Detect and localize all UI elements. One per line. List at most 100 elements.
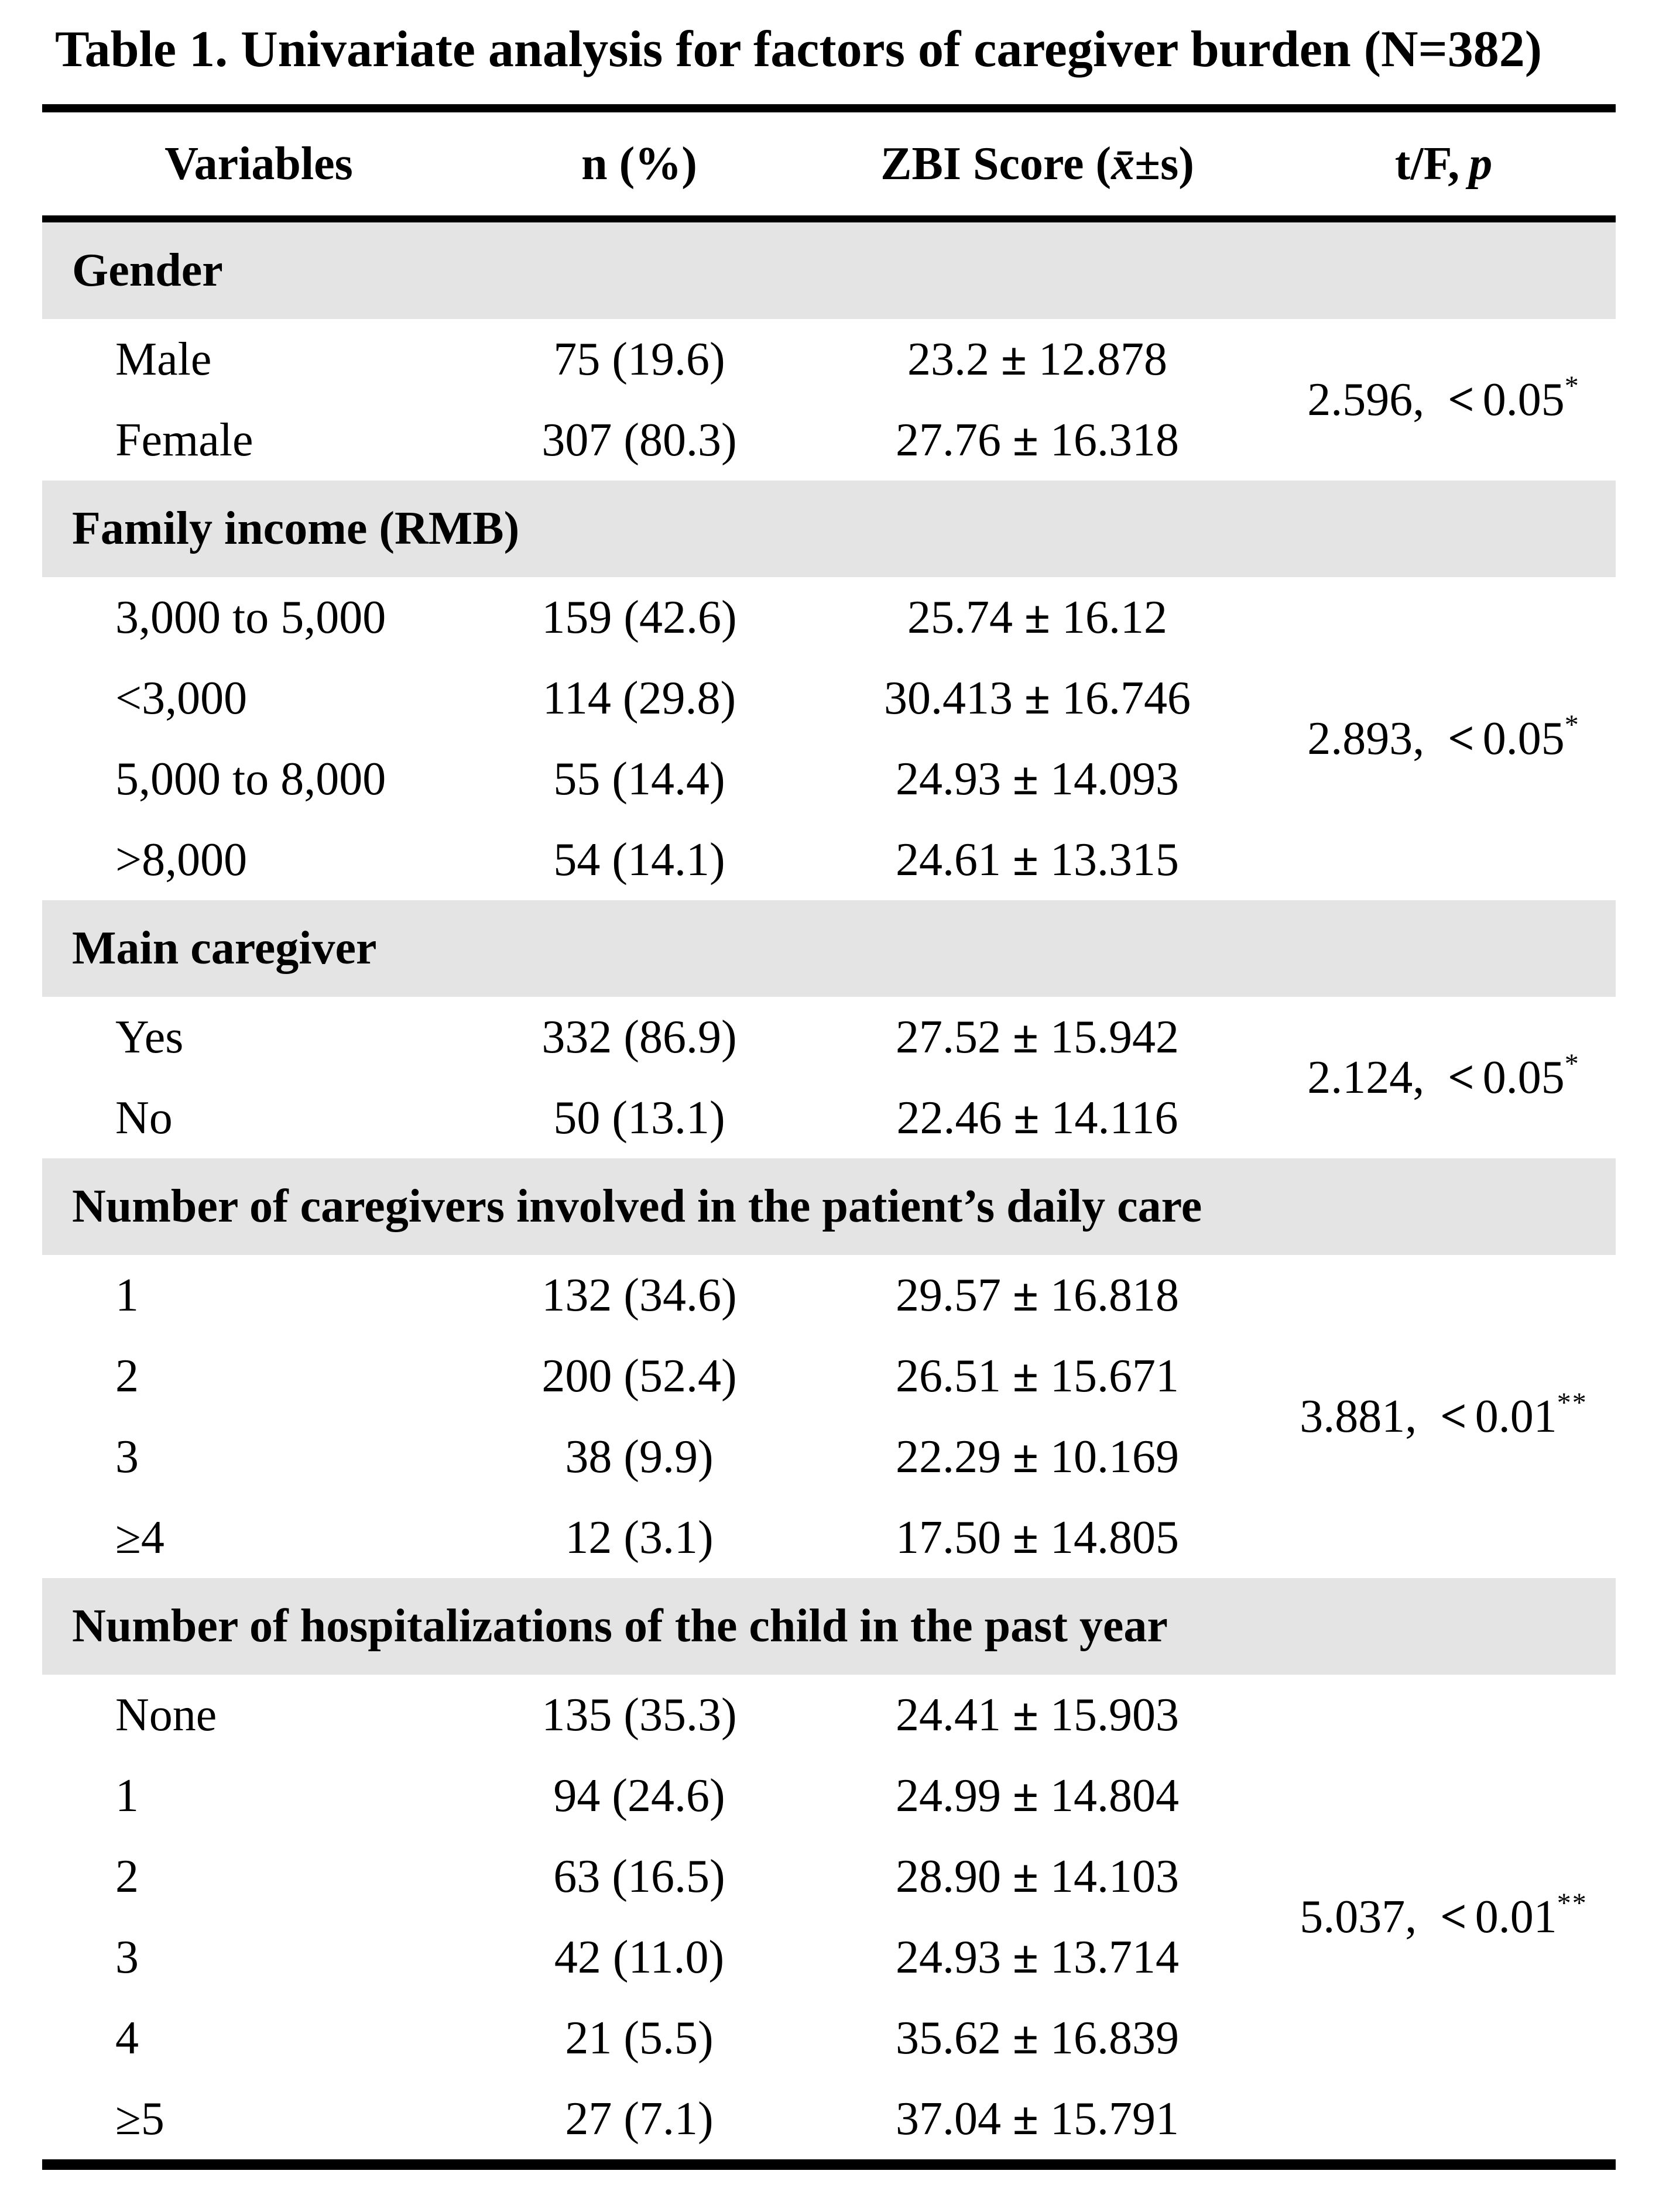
table-row: 1 94 (24.6) 24.99 ±14.804 [42, 1755, 1616, 1836]
cell-zbi-score: 26.51 ±15.671 [803, 1336, 1271, 1417]
cell-zbi-score: 24.99 ±14.804 [803, 1755, 1271, 1836]
table-row: 5,000 to 8,000 55 (14.4) 24.93 ±14.093 [42, 739, 1616, 819]
plus-minus-symbol: ± [1013, 1431, 1038, 1483]
plus-minus-symbol: ± [1013, 1689, 1038, 1741]
table-row: 3 38 (9.9) 22.29 ±10.169 [42, 1417, 1616, 1497]
cell-variable-label: 3 [115, 1931, 139, 1983]
zbi-sd: 15.942 [1050, 1011, 1179, 1063]
zbi-sd: 13.714 [1050, 1931, 1179, 1983]
column-header-zbi-score: ZBI Score (x̄±s) [803, 108, 1271, 222]
section-header-row-number-of-caregivers: Number of caregivers involved in the pat… [42, 1158, 1616, 1255]
less-than-symbol: < [1440, 1390, 1467, 1442]
stat-f-value: 2.893, [1307, 712, 1425, 764]
plus-minus-symbol: ± [1013, 2012, 1038, 2064]
cell-zbi-score: 37.04 ±15.791 [803, 2079, 1271, 2165]
zbi-mean: 37.04 [896, 2093, 1002, 2145]
cell-n-percent: 21 (5.5) [565, 2012, 714, 2064]
cell-variable-label: 3,000 to 5,000 [115, 591, 386, 643]
section-header-row-number-of-hospitalizations: Number of hospitalizations of the child … [42, 1578, 1616, 1675]
cell-zbi-score: 29.57 ±16.818 [803, 1255, 1271, 1336]
table-row: Male 75 (19.6) 23.2 ±12.878 2.596, <0.05* [42, 319, 1616, 426]
cell-variable-label: 2 [115, 1350, 139, 1402]
x-bar-symbol: x̄ [1111, 138, 1135, 190]
section-header: Main caregiver [42, 900, 1616, 997]
plus-minus-symbol: ± [1013, 834, 1038, 886]
zbi-mean: 24.93 [896, 1931, 1002, 1983]
column-header-variables: Variables [42, 108, 475, 222]
cell-n-percent: 27 (7.1) [565, 2093, 714, 2145]
cell-tf-p-stat: 2.893, <0.05* [1271, 577, 1616, 900]
less-than-symbol: < [1440, 1891, 1467, 1943]
cell-n-percent: 307 (80.3) [541, 414, 737, 466]
significance-asterisk: * [1564, 371, 1580, 402]
cell-zbi-score: 25.74 ±16.12 [803, 577, 1271, 658]
zbi-sd: 16.746 [1061, 672, 1191, 724]
cell-tf-p-stat: 5.037, <0.01** [1271, 1675, 1616, 2165]
zbi-mean: 27.76 [896, 414, 1002, 466]
table-row: 3,000 to 5,000 159 (42.6) 25.74 ±16.12 2.… [42, 577, 1616, 764]
cell-zbi-score: 23.2 ±12.878 [803, 319, 1271, 400]
stat-p-value: 0.05 [1482, 712, 1565, 764]
zbi-mean: 26.51 [896, 1350, 1002, 1402]
zbi-sd: 14.093 [1050, 753, 1179, 805]
section-header: Gender [42, 219, 1616, 319]
zbi-sd: 16.818 [1050, 1269, 1179, 1321]
plus-minus-symbol: ± [1013, 1350, 1038, 1402]
table-row: 3 42 (11.0) 24.93 ±13.714 [42, 1917, 1616, 1998]
plus-minus-symbol: ± [1013, 1269, 1038, 1321]
significance-asterisk: ** [1557, 1387, 1588, 1419]
section-header-row-family-income: Family income (RMB) [42, 481, 1616, 577]
cell-tf-p-stat: 3.881, <0.01** [1271, 1255, 1616, 1578]
table-row: 2 200 (52.4) 26.51 ±15.671 [42, 1336, 1616, 1417]
stat-p-value: 0.05 [1482, 373, 1565, 426]
zbi-mean: 24.41 [896, 1689, 1002, 1741]
less-than-symbol: < [1448, 1051, 1475, 1103]
table-row: None 135 (35.3) 24.41 ±15.903 5.037, <0.01… [42, 1675, 1616, 1943]
cell-zbi-score: 28.90 ±14.103 [803, 1836, 1271, 1917]
plus-minus-symbol: ± [1134, 138, 1161, 190]
cell-tf-p-stat: 2.124, <0.05* [1271, 997, 1616, 1158]
plus-minus-symbol: ± [1013, 414, 1038, 466]
zbi-sd: 15.671 [1050, 1350, 1179, 1402]
cell-zbi-score: 24.61 ±13.315 [803, 819, 1271, 900]
section-header: Number of hospitalizations of the child … [42, 1578, 1616, 1675]
cell-zbi-score: 22.29 ±10.169 [803, 1417, 1271, 1497]
plus-minus-symbol: ± [1013, 1092, 1040, 1144]
cell-variable-label: >8,000 [115, 834, 248, 886]
cell-n-percent: 63 (16.5) [553, 1850, 725, 1902]
table-row: ≥4 12 (3.1) 17.50 ±14.805 [42, 1497, 1616, 1578]
cell-variable-label: Female [115, 414, 253, 466]
plus-minus-symbol: ± [1013, 1931, 1038, 1983]
zbi-sd: 14.103 [1050, 1850, 1179, 1902]
less-than-symbol: < [1448, 712, 1475, 764]
cell-zbi-score: 30.413 ±16.746 [803, 658, 1271, 739]
table-row: 2 63 (16.5) 28.90 ±14.103 [42, 1836, 1616, 1917]
cell-n-percent: 42 (11.0) [554, 1931, 725, 1983]
zbi-mean: 24.93 [896, 753, 1002, 805]
table-title: Table 1. Univariate analysis for factors… [55, 21, 1543, 78]
cell-zbi-score: 24.93 ±13.714 [803, 1917, 1271, 1998]
cell-zbi-score: 22.46 ±14.116 [803, 1078, 1271, 1158]
plus-minus-symbol: ± [1024, 591, 1050, 643]
plus-minus-symbol: ± [1001, 333, 1027, 385]
cell-variable-label: None [115, 1689, 217, 1741]
stat-f-value: 5.037, [1300, 1891, 1417, 1943]
cell-n-percent: 55 (14.4) [553, 753, 725, 805]
table-row: >8,000 54 (14.1) 24.61 ±13.315 [42, 819, 1616, 900]
zbi-mean: 17.50 [896, 1511, 1002, 1563]
section-header-row-main-caregiver: Main caregiver [42, 900, 1616, 997]
zbi-sd: 16.12 [1061, 591, 1167, 643]
section-header: Number of caregivers involved in the pat… [42, 1158, 1616, 1255]
cell-n-percent: 114 (29.8) [542, 672, 736, 724]
plus-minus-symbol: ± [1013, 1511, 1038, 1563]
zbi-sd: 16.318 [1050, 414, 1179, 466]
zbi-sd: 15.791 [1050, 2093, 1179, 2145]
less-than-symbol: < [1448, 373, 1475, 426]
cell-n-percent: 94 (24.6) [553, 1769, 725, 1822]
zbi-mean: 22.29 [896, 1431, 1002, 1483]
cell-n-percent: 54 (14.1) [553, 834, 725, 886]
zbi-mean: 28.90 [896, 1850, 1002, 1902]
cell-zbi-score: 24.41 ±15.903 [803, 1675, 1271, 1755]
section-header-row-gender: Gender [42, 219, 1616, 319]
tf-label: t/F, [1394, 138, 1460, 190]
